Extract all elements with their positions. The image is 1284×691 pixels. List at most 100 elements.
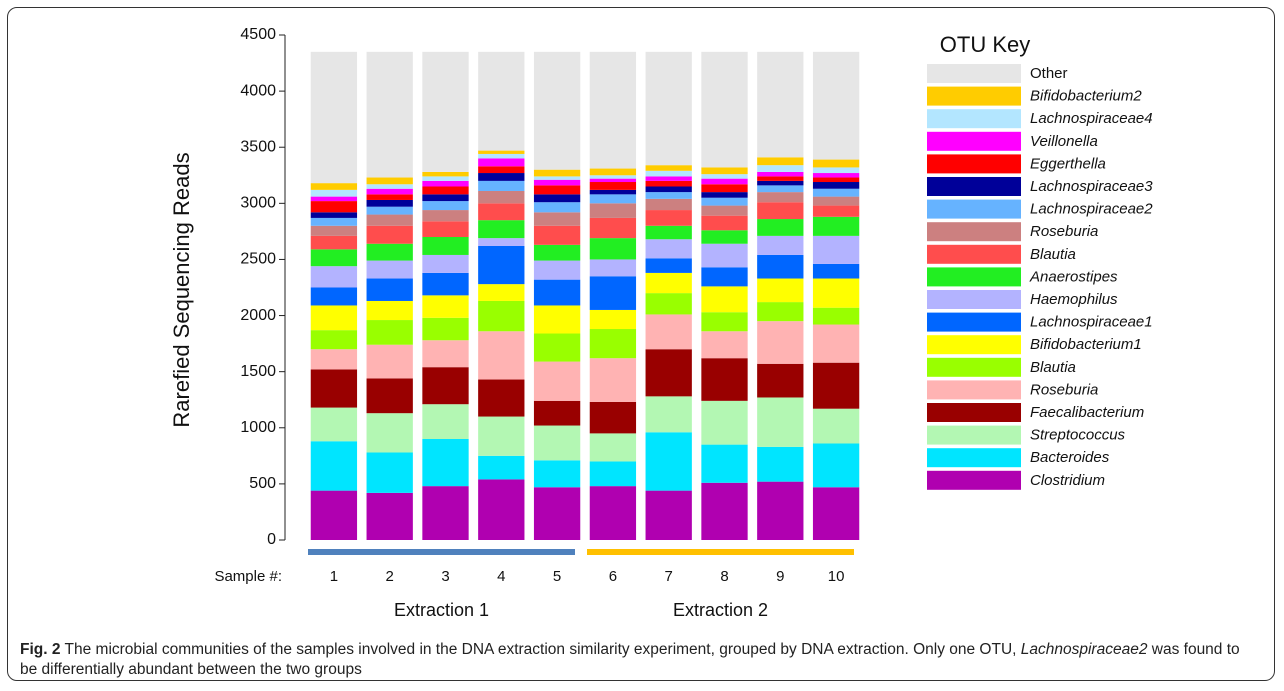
bar-segment xyxy=(478,173,525,181)
bar-segment xyxy=(701,267,748,287)
legend-swatch xyxy=(927,335,1021,355)
bar-segment xyxy=(589,175,637,179)
bar-segment xyxy=(757,51,804,158)
bar-segment xyxy=(366,260,413,279)
bar-segment xyxy=(366,51,413,178)
bar-segment xyxy=(589,217,637,239)
caption-label: Fig. 2 xyxy=(20,641,61,658)
bar-segment xyxy=(757,185,804,193)
bar-segment xyxy=(812,408,860,444)
bar-segment xyxy=(310,369,358,408)
bar-segment xyxy=(812,205,860,217)
bar-segment xyxy=(812,188,860,197)
bar-segment xyxy=(645,396,692,433)
bar-segment xyxy=(701,192,748,198)
bar-segment xyxy=(812,159,860,168)
bar-segment xyxy=(533,244,581,261)
bar-segment xyxy=(478,180,525,191)
bar-segment xyxy=(645,225,692,240)
legend-label: Veillonella xyxy=(1030,133,1098,150)
legend-label: Lachnospiraceae4 xyxy=(1030,110,1153,127)
legend-swatch xyxy=(927,222,1021,242)
bar-segment xyxy=(645,272,692,294)
y-tick-label: 2000 xyxy=(240,307,276,324)
bar-segment xyxy=(422,317,469,341)
legend-swatch xyxy=(927,154,1021,174)
bar-segment xyxy=(701,197,748,206)
caption-italic: Lachnospiraceae2 xyxy=(1020,641,1148,658)
bar-segment xyxy=(310,330,358,350)
bar-segment xyxy=(645,198,692,211)
bar-segment xyxy=(366,206,413,215)
bar-segment xyxy=(310,183,358,190)
bar-segment xyxy=(478,238,525,246)
bar-segment xyxy=(645,432,692,491)
bar-segment xyxy=(310,235,358,250)
bar-segment xyxy=(757,321,804,364)
y-tick-label: 1500 xyxy=(240,363,276,380)
bar-segment xyxy=(589,259,637,277)
legend-swatch xyxy=(927,267,1021,287)
bar-segment xyxy=(422,272,469,296)
bar-segment xyxy=(645,490,692,540)
legend-label: Faecalibacterium xyxy=(1030,404,1144,421)
y-tick-label: 4000 xyxy=(240,82,276,99)
legend-swatch xyxy=(927,86,1021,106)
bar-segment xyxy=(310,287,358,306)
legend-label: Bifidobacterium2 xyxy=(1030,88,1142,105)
bar-segment xyxy=(757,171,804,177)
bar-segment xyxy=(589,486,637,540)
bar-segment xyxy=(645,180,692,187)
bar-segment xyxy=(589,189,637,195)
x-tick-label: 6 xyxy=(609,568,617,585)
bar-segment xyxy=(757,363,804,398)
bar-segment xyxy=(478,331,525,380)
bar-segment xyxy=(812,51,860,160)
bar-segment xyxy=(310,490,358,540)
bar-segment xyxy=(812,487,860,540)
bar-segment xyxy=(533,260,581,280)
bar-segment xyxy=(478,379,525,417)
bar-segment xyxy=(422,194,469,202)
bar-segment xyxy=(533,169,581,177)
y-tick-label: 3500 xyxy=(240,138,276,155)
bar-segment xyxy=(422,254,469,273)
legend-swatch xyxy=(927,357,1021,377)
legend-label: Streptococcus xyxy=(1030,427,1126,444)
bar-segment xyxy=(701,312,748,332)
bar-segment xyxy=(589,461,637,487)
bar-segment xyxy=(757,302,804,322)
bar-segment xyxy=(757,254,804,279)
bar-segment xyxy=(366,413,413,453)
legend-label: Haemophilus xyxy=(1030,291,1118,308)
bar-segment xyxy=(310,349,358,370)
bar-segment xyxy=(701,482,748,540)
legend-label: Lachnospiraceae1 xyxy=(1030,314,1153,331)
bar-segment xyxy=(812,278,860,308)
bar-segment xyxy=(366,344,413,379)
bar-segment xyxy=(478,153,525,159)
caption: Fig. 2 The microbial communities of the … xyxy=(20,640,1250,680)
bar-segment xyxy=(310,266,358,288)
bar-segment xyxy=(422,51,469,172)
bar-segment xyxy=(812,263,860,279)
bar-segment xyxy=(422,340,469,368)
legend-label: Lachnospiraceae3 xyxy=(1030,178,1153,195)
x-tick-label: 10 xyxy=(828,568,845,585)
legend-label: Blautia xyxy=(1030,246,1076,263)
bar-segment xyxy=(757,157,804,166)
bar-segment xyxy=(645,186,692,193)
group-label: Extraction 2 xyxy=(673,600,768,620)
legend-swatch xyxy=(927,199,1021,219)
bar-segment xyxy=(589,276,637,310)
bar-segment xyxy=(478,455,525,480)
bar-segment xyxy=(757,235,804,255)
bar-segment xyxy=(310,217,358,226)
y-tick-label: 500 xyxy=(249,475,276,492)
bar-segment xyxy=(645,51,692,166)
bar-segment xyxy=(812,216,860,236)
bar-segment xyxy=(533,279,581,306)
bar-segment xyxy=(533,51,581,170)
bar-segment xyxy=(478,51,525,151)
